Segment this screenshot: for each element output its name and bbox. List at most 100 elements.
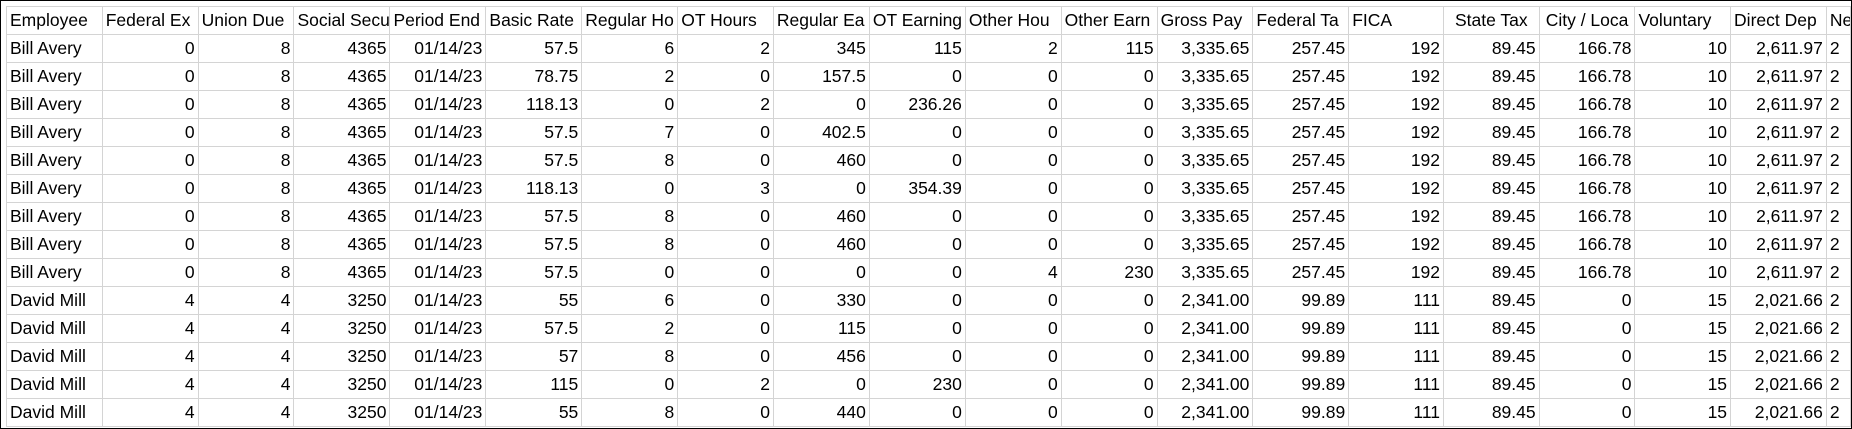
cell[interactable]: 166.78 xyxy=(1538,118,1636,147)
cell[interactable]: 345 xyxy=(772,34,870,63)
cell[interactable]: 55 xyxy=(485,286,583,315)
cell[interactable]: 0 xyxy=(677,314,774,343)
cell[interactable]: 0 xyxy=(101,34,199,63)
cell[interactable]: 01/14/23 xyxy=(389,90,487,119)
cell[interactable]: 10 xyxy=(1634,118,1732,147)
cell[interactable]: 15 xyxy=(1634,398,1732,427)
cell[interactable]: 4365 xyxy=(293,62,391,91)
cell[interactable]: 0 xyxy=(677,398,774,427)
cell[interactable]: 4 xyxy=(101,370,199,399)
cell[interactable]: 230 xyxy=(868,370,966,399)
cell[interactable]: 2,611.97 xyxy=(1730,202,1827,231)
cell[interactable]: 236.26 xyxy=(868,90,966,119)
cell[interactable]: 192 xyxy=(1348,62,1445,91)
cell[interactable]: 4365 xyxy=(293,202,391,231)
cell[interactable]: 354.39 xyxy=(868,174,966,203)
cell[interactable]: 0 xyxy=(1060,286,1158,315)
cell[interactable]: Bill Avery xyxy=(6,230,103,259)
cell[interactable]: 111 xyxy=(1348,286,1445,315)
header-cell[interactable]: Federal Ex xyxy=(101,6,199,35)
cell[interactable]: 8 xyxy=(581,230,679,259)
cell[interactable]: 0 xyxy=(101,202,199,231)
header-cell[interactable]: Ne xyxy=(1825,6,1851,35)
cell[interactable]: 0 xyxy=(1538,314,1636,343)
cell[interactable]: 0 xyxy=(964,314,1062,343)
cell[interactable]: 460 xyxy=(772,202,870,231)
cell[interactable]: 01/14/23 xyxy=(389,342,487,371)
cell[interactable]: 0 xyxy=(1060,202,1158,231)
cell[interactable]: 3,335.65 xyxy=(1156,62,1254,91)
cell[interactable]: 166.78 xyxy=(1538,258,1636,287)
cell[interactable]: 460 xyxy=(772,230,870,259)
cell[interactable]: 0 xyxy=(1538,342,1636,371)
header-cell[interactable]: Union Due xyxy=(197,6,295,35)
cell[interactable]: 0 xyxy=(101,230,199,259)
cell[interactable]: 0 xyxy=(1060,62,1158,91)
cell[interactable]: 0 xyxy=(1060,398,1158,427)
cell[interactable]: 4 xyxy=(197,314,295,343)
cell[interactable]: 01/14/23 xyxy=(389,286,487,315)
cell[interactable]: 0 xyxy=(964,398,1062,427)
cell[interactable]: David Mill xyxy=(6,342,103,371)
cell[interactable]: 55 xyxy=(485,398,583,427)
cell[interactable]: 166.78 xyxy=(1538,146,1636,175)
cell[interactable]: 0 xyxy=(677,230,774,259)
cell[interactable]: 257.45 xyxy=(1252,62,1350,91)
cell[interactable]: 10 xyxy=(1634,90,1732,119)
cell[interactable]: 99.89 xyxy=(1252,314,1350,343)
header-cell[interactable]: Federal Ta xyxy=(1252,6,1350,35)
cell[interactable]: 192 xyxy=(1348,146,1445,175)
cell[interactable]: 2,611.97 xyxy=(1730,258,1827,287)
cell[interactable]: 99.89 xyxy=(1252,342,1350,371)
cell[interactable]: 01/14/23 xyxy=(389,202,487,231)
cell[interactable]: Bill Avery xyxy=(6,146,103,175)
cell[interactable]: 89.45 xyxy=(1443,230,1540,259)
cell[interactable]: 192 xyxy=(1348,230,1445,259)
cell[interactable]: 230 xyxy=(1060,258,1158,287)
cell[interactable]: 3,335.65 xyxy=(1156,90,1254,119)
cell[interactable]: 2,021.66 xyxy=(1730,314,1827,343)
header-cell[interactable]: Regular Ho xyxy=(581,6,679,35)
cell[interactable]: 0 xyxy=(964,174,1062,203)
header-cell[interactable]: Period End xyxy=(389,6,487,35)
cell[interactable]: 330 xyxy=(772,286,870,315)
cell[interactable]: 57.5 xyxy=(485,118,583,147)
cell[interactable]: 111 xyxy=(1348,398,1445,427)
cell[interactable]: 0 xyxy=(868,62,966,91)
cell[interactable]: 0 xyxy=(1060,370,1158,399)
cell[interactable]: 0 xyxy=(581,174,679,203)
cell[interactable]: 2,341.00 xyxy=(1156,398,1254,427)
cell[interactable]: 192 xyxy=(1348,90,1445,119)
cell[interactable]: 0 xyxy=(772,370,870,399)
cell[interactable]: 2 xyxy=(1825,314,1851,343)
cell[interactable]: 2 xyxy=(1825,146,1851,175)
cell[interactable]: 2 xyxy=(1825,174,1851,203)
cell[interactable]: 3250 xyxy=(293,398,391,427)
cell[interactable]: 2,341.00 xyxy=(1156,286,1254,315)
cell[interactable]: 57.5 xyxy=(485,202,583,231)
cell[interactable]: 115 xyxy=(1060,34,1158,63)
cell[interactable]: 8 xyxy=(581,146,679,175)
cell[interactable]: 0 xyxy=(964,118,1062,147)
cell[interactable]: 257.45 xyxy=(1252,202,1350,231)
cell[interactable]: 2,611.97 xyxy=(1730,90,1827,119)
cell[interactable]: 4365 xyxy=(293,230,391,259)
cell[interactable]: 4365 xyxy=(293,258,391,287)
cell[interactable]: Bill Avery xyxy=(6,174,103,203)
cell[interactable]: David Mill xyxy=(6,314,103,343)
cell[interactable]: 57.5 xyxy=(485,146,583,175)
cell[interactable]: 460 xyxy=(772,146,870,175)
cell[interactable]: 0 xyxy=(1060,314,1158,343)
cell[interactable]: 0 xyxy=(868,286,966,315)
cell[interactable]: 8 xyxy=(197,62,295,91)
cell[interactable]: 3,335.65 xyxy=(1156,174,1254,203)
cell[interactable]: 01/14/23 xyxy=(389,398,487,427)
cell[interactable]: 0 xyxy=(101,258,199,287)
header-cell[interactable]: City / Loca xyxy=(1538,6,1636,35)
cell[interactable]: 2 xyxy=(1825,202,1851,231)
header-cell[interactable]: Employee xyxy=(6,6,103,35)
cell[interactable]: 440 xyxy=(772,398,870,427)
cell[interactable]: 2 xyxy=(1825,370,1851,399)
cell[interactable]: David Mill xyxy=(6,286,103,315)
cell[interactable]: 0 xyxy=(677,286,774,315)
